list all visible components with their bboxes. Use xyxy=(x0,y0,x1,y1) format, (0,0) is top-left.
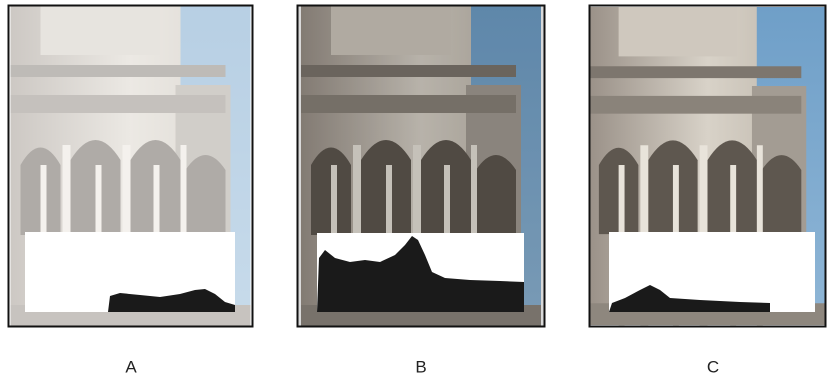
figure: A B C xyxy=(0,0,827,380)
panel-a xyxy=(8,5,253,335)
panel-c xyxy=(589,6,826,333)
panel-b xyxy=(297,5,545,335)
panel-label: A xyxy=(125,357,137,376)
panel-label: C xyxy=(707,357,719,376)
panel-label: B xyxy=(415,357,426,376)
